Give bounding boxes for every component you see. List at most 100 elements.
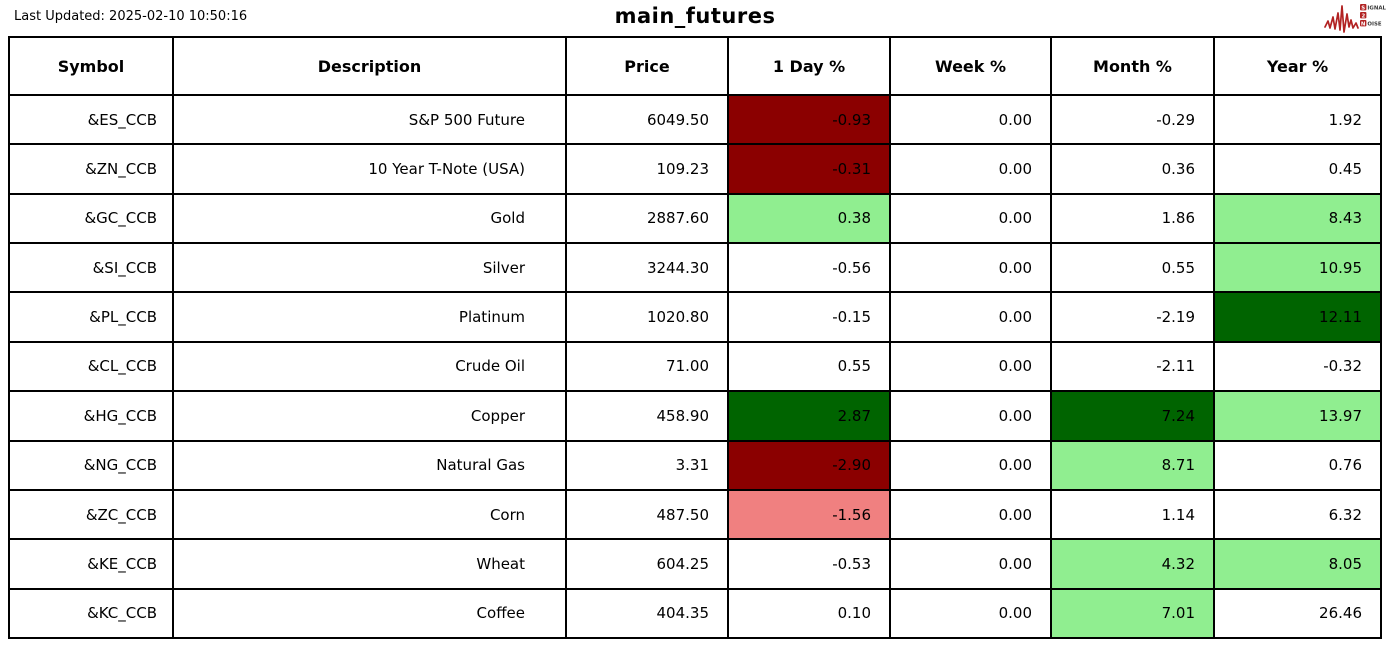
day-pct-cell: -2.90 <box>727 439 891 491</box>
day-pct-cell: -0.56 <box>727 242 891 294</box>
description-cell: Corn <box>172 488 567 541</box>
description-cell: 10 Year T-Note (USA) <box>172 143 567 195</box>
price-cell: 404.35 <box>565 587 729 640</box>
column-header-price: Price <box>565 36 729 96</box>
price-cell: 458.90 <box>565 390 729 442</box>
week-pct-cell: 0.00 <box>889 291 1052 343</box>
futures-table-body: &ES_CCB S&P 500 Future 6049.50 -0.93 0.0… <box>8 93 1382 640</box>
logo-text: S IGNAL 2 N OISE <box>1360 4 1386 27</box>
table-row: &ES_CCB S&P 500 Future 6049.50 -0.93 0.0… <box>8 93 1382 146</box>
last-updated-label: Last Updated: 2025-02-10 10:50:16 <box>14 9 248 24</box>
day-pct-cell: -0.53 <box>727 538 891 590</box>
svg-text:N: N <box>1361 21 1366 27</box>
year-pct-cell: 8.05 <box>1213 538 1382 590</box>
month-pct-cell: -2.19 <box>1050 291 1215 343</box>
svg-text:S: S <box>1361 5 1365 11</box>
week-pct-cell: 0.00 <box>889 192 1052 245</box>
column-header-month: Month % <box>1050 36 1215 96</box>
price-cell: 604.25 <box>565 538 729 590</box>
year-pct-cell: 13.97 <box>1213 390 1382 442</box>
description-cell: Wheat <box>172 538 567 590</box>
day-pct-cell: 0.10 <box>727 587 891 640</box>
header-row: Symbol Description Price 1 Day % Week % … <box>8 36 1382 96</box>
table-row: &PL_CCB Platinum 1020.80 -0.15 0.00 -2.1… <box>8 291 1382 343</box>
column-header-year: Year % <box>1213 36 1382 96</box>
month-pct-cell: 0.55 <box>1050 242 1215 294</box>
price-cell: 109.23 <box>565 143 729 195</box>
day-pct-cell: 0.38 <box>727 192 891 245</box>
table-row: &SI_CCB Silver 3244.30 -0.56 0.00 0.55 1… <box>8 242 1382 294</box>
week-pct-cell: 0.00 <box>889 538 1052 590</box>
day-pct-cell: -0.93 <box>727 93 891 146</box>
price-cell: 71.00 <box>565 340 729 393</box>
month-pct-cell: 7.01 <box>1050 587 1215 640</box>
symbol-cell: &CL_CCB <box>8 340 174 393</box>
table-row: &CL_CCB Crude Oil 71.00 0.55 0.00 -2.11 … <box>8 340 1382 393</box>
description-cell: Crude Oil <box>172 340 567 393</box>
year-pct-cell: -0.32 <box>1213 340 1382 393</box>
week-pct-cell: 0.00 <box>889 587 1052 640</box>
column-header-description: Description <box>172 36 567 96</box>
price-cell: 6049.50 <box>565 93 729 146</box>
week-pct-cell: 0.00 <box>889 439 1052 491</box>
month-pct-cell: -2.11 <box>1050 340 1215 393</box>
price-cell: 3244.30 <box>565 242 729 294</box>
week-pct-cell: 0.00 <box>889 488 1052 541</box>
month-pct-cell: 4.32 <box>1050 538 1215 590</box>
day-pct-cell: -0.15 <box>727 291 891 343</box>
symbol-cell: &GC_CCB <box>8 192 174 245</box>
day-pct-cell: -0.31 <box>727 143 891 195</box>
month-pct-cell: 1.86 <box>1050 192 1215 245</box>
symbol-cell: &SI_CCB <box>8 242 174 294</box>
year-pct-cell: 10.95 <box>1213 242 1382 294</box>
table-row: &NG_CCB Natural Gas 3.31 -2.90 0.00 8.71… <box>8 439 1382 491</box>
week-pct-cell: 0.00 <box>889 242 1052 294</box>
svg-text:2: 2 <box>1362 13 1366 19</box>
description-cell: Natural Gas <box>172 439 567 491</box>
month-pct-cell: 1.14 <box>1050 488 1215 541</box>
table-row: &KC_CCB Coffee 404.35 0.10 0.00 7.01 26.… <box>8 587 1382 640</box>
symbol-cell: &HG_CCB <box>8 390 174 442</box>
year-pct-cell: 0.45 <box>1213 143 1382 195</box>
day-pct-cell: -1.56 <box>727 488 891 541</box>
year-pct-cell: 26.46 <box>1213 587 1382 640</box>
symbol-cell: &KC_CCB <box>8 587 174 640</box>
week-pct-cell: 0.00 <box>889 93 1052 146</box>
day-pct-cell: 2.87 <box>727 390 891 442</box>
column-header-week: Week % <box>889 36 1052 96</box>
description-cell: S&P 500 Future <box>172 93 567 146</box>
month-pct-cell: 0.36 <box>1050 143 1215 195</box>
symbol-cell: &NG_CCB <box>8 439 174 491</box>
description-cell: Platinum <box>172 291 567 343</box>
description-cell: Silver <box>172 242 567 294</box>
symbol-cell: &ZC_CCB <box>8 488 174 541</box>
day-pct-cell: 0.55 <box>727 340 891 393</box>
year-pct-cell: 8.43 <box>1213 192 1382 245</box>
month-pct-cell: -0.29 <box>1050 93 1215 146</box>
symbol-cell: &ES_CCB <box>8 93 174 146</box>
price-cell: 2887.60 <box>565 192 729 245</box>
symbol-cell: &PL_CCB <box>8 291 174 343</box>
signal2noise-logo: S IGNAL 2 N OISE <box>1324 4 1386 33</box>
price-cell: 1020.80 <box>565 291 729 343</box>
month-pct-cell: 8.71 <box>1050 439 1215 491</box>
year-pct-cell: 12.11 <box>1213 291 1382 343</box>
year-pct-cell: 1.92 <box>1213 93 1382 146</box>
table-row: &HG_CCB Copper 458.90 2.87 0.00 7.24 13.… <box>8 390 1382 442</box>
futures-table-container: Symbol Description Price 1 Day % Week % … <box>8 36 1382 640</box>
table-row: &KE_CCB Wheat 604.25 -0.53 0.00 4.32 8.0… <box>8 538 1382 590</box>
price-cell: 3.31 <box>565 439 729 491</box>
symbol-cell: &ZN_CCB <box>8 143 174 195</box>
column-header-symbol: Symbol <box>8 36 174 96</box>
table-row: &ZN_CCB 10 Year T-Note (USA) 109.23 -0.3… <box>8 143 1382 195</box>
svg-text:IGNAL: IGNAL <box>1367 5 1386 11</box>
month-pct-cell: 7.24 <box>1050 390 1215 442</box>
week-pct-cell: 0.00 <box>889 340 1052 393</box>
column-header-1day: 1 Day % <box>727 36 891 96</box>
week-pct-cell: 0.00 <box>889 390 1052 442</box>
description-cell: Coffee <box>172 587 567 640</box>
table-row: &GC_CCB Gold 2887.60 0.38 0.00 1.86 8.43 <box>8 192 1382 245</box>
year-pct-cell: 6.32 <box>1213 488 1382 541</box>
symbol-cell: &KE_CCB <box>8 538 174 590</box>
price-cell: 487.50 <box>565 488 729 541</box>
